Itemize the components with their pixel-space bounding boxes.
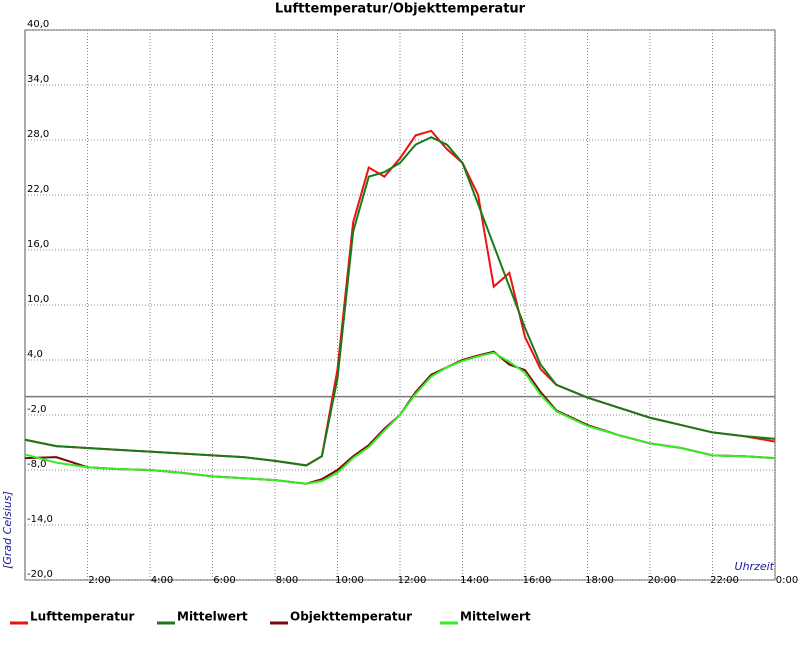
y-tick-label: 40,0 xyxy=(27,19,49,30)
y-tick-label: -8,0 xyxy=(27,459,47,470)
x-tick-label: 18:00 xyxy=(585,575,614,586)
x-tick-label: 14:00 xyxy=(460,575,489,586)
chart-title: Lufttemperatur/Objekttemperatur xyxy=(275,2,526,17)
x-tick-label: 12:00 xyxy=(398,575,427,586)
x-tick-label: 16:00 xyxy=(523,575,552,586)
x-tick-label: 4:00 xyxy=(151,575,173,586)
x-tick-label: 22:00 xyxy=(710,575,739,586)
legend-label: Mittelwert xyxy=(177,610,248,624)
y-tick-label: 4,0 xyxy=(27,349,43,360)
y-tick-label: -20,0 xyxy=(27,569,53,580)
legend-label: Lufttemperatur xyxy=(30,610,135,624)
y-tick-label: 28,0 xyxy=(27,129,49,140)
y-tick-label: 22,0 xyxy=(27,184,49,195)
legend-label: Mittelwert xyxy=(460,610,531,624)
x-tick-label: 6:00 xyxy=(213,575,235,586)
x-tick-label: 8:00 xyxy=(276,575,298,586)
y-tick-label: 34,0 xyxy=(27,74,49,85)
x-tick-label: 10:00 xyxy=(335,575,364,586)
y-axis-title: [Grad Celsius] xyxy=(1,491,14,569)
y-tick-label: -2,0 xyxy=(27,404,47,415)
y-tick-label: -14,0 xyxy=(27,514,53,525)
x-axis-title: Uhrzeit xyxy=(735,560,775,573)
legend-label: Objekttemperatur xyxy=(290,610,412,624)
x-tick-label: 20:00 xyxy=(648,575,677,586)
series-line xyxy=(24,136,776,467)
y-tick-label: 10,0 xyxy=(27,294,49,305)
x-tick-label: 2:00 xyxy=(88,575,110,586)
series-line xyxy=(24,351,776,485)
x-tick-label: 0:00 xyxy=(776,575,798,586)
y-tick-label: 16,0 xyxy=(27,239,49,250)
